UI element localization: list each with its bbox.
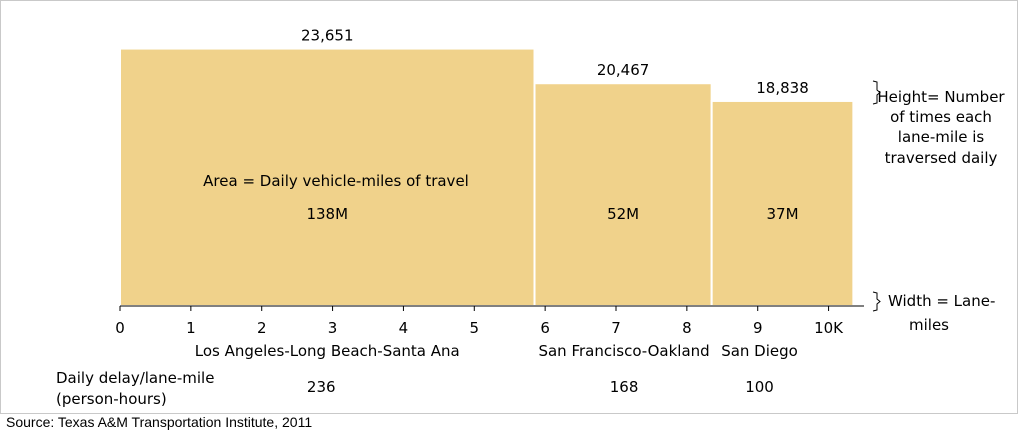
x-tick-label: 7 [611, 319, 621, 337]
bar [119, 47, 536, 307]
category-label: Los Angeles-Long Beach-Santa Ana [195, 342, 460, 360]
width-note-line-2: miles [909, 316, 949, 334]
bar-area-label: 37M [766, 205, 798, 223]
x-tick-label: 10K [814, 319, 844, 337]
x-tick-label: 1 [186, 319, 196, 337]
bar-area-label: 138M [306, 205, 348, 223]
delay-value: 100 [745, 378, 774, 396]
bar-value-label: 18,838 [756, 79, 809, 97]
height-annotation: Height= Number of times each lane-mile i… [872, 80, 1005, 167]
x-tick-label: 9 [753, 319, 763, 337]
x-tick-label: 8 [682, 319, 692, 337]
delay-value: 236 [307, 378, 336, 396]
bar [533, 82, 713, 307]
bar-value-label: 20,467 [597, 61, 650, 79]
bar-area-label: 52M [607, 205, 639, 223]
source-note: Source: Texas A&M Transportation Institu… [6, 414, 313, 430]
width-annotation: Width = Lane- miles [872, 291, 995, 334]
x-tick-label: 5 [470, 319, 480, 337]
delay-label-line-2: (person-hours) [56, 390, 167, 408]
bars-group [119, 47, 855, 307]
labels-group: 23,651 138M Los Angeles-Long Beach-Santa A… [195, 27, 809, 396]
delay-label-line-1: Daily delay/lane-mile [56, 369, 214, 387]
area-caption: Area = Daily vehicle-miles of travel [203, 172, 469, 190]
height-note-line-3: lane-mile is [898, 128, 985, 146]
width-note-line-1: Width = Lane- [888, 292, 995, 310]
height-note-line-4: traversed daily [885, 149, 998, 167]
x-tick-label: 3 [328, 319, 338, 337]
x-tick-label: 6 [540, 319, 550, 337]
height-note-line-1: Height= Number [877, 88, 1005, 106]
width-brace-icon [872, 291, 881, 312]
bar-value-label: 23,651 [301, 27, 354, 45]
bar [710, 99, 855, 307]
height-note-line-2: of times each [890, 108, 992, 126]
height-brace-icon [872, 80, 881, 105]
x-tick-label: 0 [115, 319, 125, 337]
x-tick-label: 4 [399, 319, 409, 337]
chart-frame [0, 0, 1018, 414]
delay-value: 168 [610, 378, 639, 396]
category-label: San Francisco-Oakland [538, 342, 709, 360]
x-tick-label: 2 [257, 319, 267, 337]
category-label: San Diego [721, 342, 798, 360]
x-axis: 0 1 2 3 4 5 6 7 8 9 10K [115, 305, 864, 337]
